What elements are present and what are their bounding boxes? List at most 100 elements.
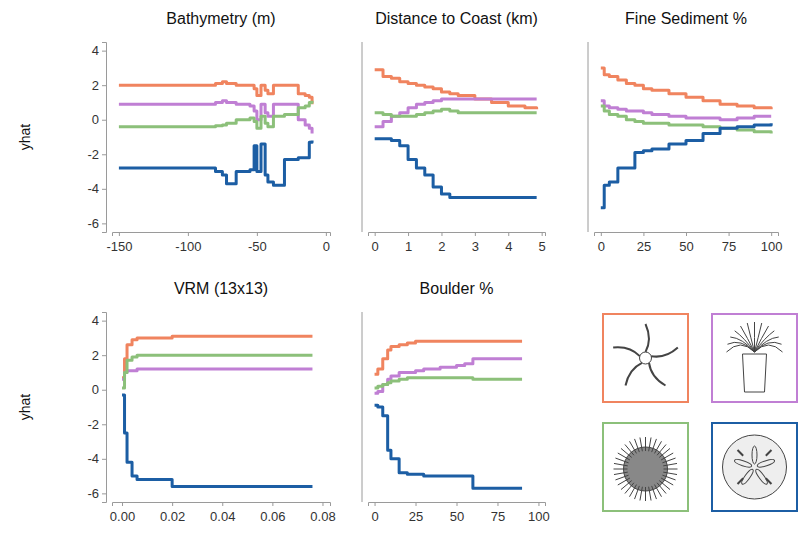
figure: -150-100-500-6-4-2024Bathymetry (m)yhat0…	[0, 0, 809, 547]
x-tick-mark	[375, 232, 376, 236]
y-tick-label: -2	[87, 147, 99, 162]
icon	[661, 453, 673, 460]
series-line	[122, 395, 312, 487]
icon	[635, 486, 640, 499]
icon	[615, 458, 628, 463]
x-tick-mark	[538, 502, 539, 506]
icon	[662, 458, 675, 463]
x-tick: 25	[409, 502, 423, 524]
icon	[659, 481, 670, 490]
panel-title: Distance to Coast (km)	[375, 10, 538, 27]
icon	[640, 437, 642, 451]
x-tick-label: 0.06	[260, 509, 285, 524]
y-tick-mark	[102, 85, 106, 86]
icon	[624, 447, 668, 491]
x-tick-mark	[457, 502, 458, 506]
icon	[755, 345, 783, 352]
y-tick-label: 4	[92, 313, 99, 328]
x-tick: 3	[472, 232, 479, 254]
x-tick-label: 0.00	[110, 509, 135, 524]
series-line	[122, 336, 312, 377]
series-line	[119, 82, 312, 104]
y-tick-label: 4	[92, 43, 99, 58]
x-tick: 75	[491, 502, 505, 524]
y-tick: 0	[92, 382, 106, 397]
legend-box	[712, 314, 797, 402]
series-line	[375, 405, 523, 488]
icon	[640, 487, 642, 501]
y-tick: 0	[92, 112, 106, 127]
x-tick-mark	[375, 502, 376, 506]
x-tick-mark	[122, 502, 123, 506]
x-tick: 0	[598, 232, 605, 254]
series-line	[375, 378, 523, 388]
icon	[652, 439, 657, 452]
icon	[651, 347, 678, 356]
y-tick-mark	[102, 424, 106, 425]
x-axis-line	[595, 233, 779, 237]
x-axis-line	[113, 503, 331, 507]
icon	[652, 486, 657, 499]
x-tick-label: 75	[722, 239, 736, 254]
series-line	[601, 68, 771, 109]
x-axis: 012345	[369, 232, 546, 254]
x-tick: -150	[106, 232, 132, 254]
y-tick: -6	[87, 486, 106, 501]
icon	[645, 437, 646, 451]
y-axis-title: yhat	[17, 124, 33, 151]
y-tick-label: 0	[92, 112, 99, 127]
x-tick-mark	[416, 502, 417, 506]
y-tick: -4	[87, 451, 106, 466]
panel-title: Fine Sediment %	[625, 10, 747, 27]
lines	[375, 70, 537, 198]
panel-title: Bathymetry (m)	[166, 10, 275, 27]
x-axis-line	[113, 233, 331, 237]
series-line	[375, 99, 537, 127]
icon	[645, 487, 646, 501]
y-tick-mark	[102, 154, 106, 155]
x-tick: 50	[450, 502, 464, 524]
series-line	[375, 139, 537, 198]
x-tick-mark	[222, 502, 223, 506]
x-tick: 0.08	[310, 502, 335, 524]
panel: 0255075100Fine Sediment %	[588, 10, 783, 254]
legend-item	[603, 314, 688, 402]
icon	[618, 478, 630, 485]
series-line	[375, 359, 523, 394]
icon	[626, 363, 642, 386]
x-tick-mark	[643, 232, 644, 236]
x-tick-mark	[172, 502, 173, 506]
icon	[646, 324, 649, 352]
icon	[625, 483, 634, 494]
x-tick-mark	[508, 232, 509, 236]
legend-item	[712, 423, 797, 511]
y-tick: 4	[92, 43, 106, 58]
x-tick: 75	[722, 232, 736, 254]
lines	[119, 82, 312, 186]
icon	[738, 450, 744, 456]
x-tick: 1	[405, 232, 412, 254]
icon	[657, 444, 666, 455]
x-tick: 25	[637, 232, 651, 254]
x-tick-mark	[326, 232, 327, 236]
y-tick-label: -2	[87, 417, 99, 432]
x-tick-label: 75	[491, 509, 505, 524]
icon	[613, 347, 640, 356]
icon	[663, 463, 677, 465]
x-tick: -50	[248, 232, 267, 254]
x-axis-line	[369, 233, 546, 237]
x-tick-mark	[441, 232, 442, 236]
x-tick-label: 50	[450, 509, 464, 524]
x-tick-label: 0	[371, 509, 378, 524]
y-axis-line	[102, 43, 107, 233]
icon	[615, 475, 628, 480]
icon	[630, 441, 637, 453]
x-tick-label: 50	[679, 239, 693, 254]
x-tick-mark	[119, 232, 120, 236]
y-tick: 4	[92, 313, 106, 328]
y-axis: -6-4-2024	[87, 43, 106, 233]
y-tick-mark	[102, 493, 106, 494]
legend	[603, 314, 797, 511]
icon	[755, 337, 779, 352]
x-tick-label: 25	[637, 239, 651, 254]
